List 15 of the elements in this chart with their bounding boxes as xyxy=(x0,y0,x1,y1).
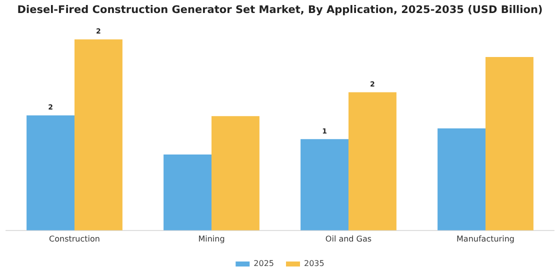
bar xyxy=(300,139,348,230)
legend-label: 2035 xyxy=(304,259,324,268)
bar xyxy=(26,115,74,230)
bar xyxy=(212,116,260,230)
bar xyxy=(486,57,534,230)
bar xyxy=(348,92,396,230)
bar xyxy=(438,128,486,230)
x-tick-label: Construction xyxy=(49,234,100,244)
bar xyxy=(164,154,212,230)
x-tick-label: Mining xyxy=(198,234,225,244)
legend-label: 2025 xyxy=(254,259,274,268)
bar xyxy=(74,39,122,230)
x-tick-label: Manufacturing xyxy=(456,234,514,244)
chart-title: Diesel-Fired Construction Generator Set Market, By Application, 2025-2035 (USD Billion) xyxy=(17,4,543,16)
x-tick-label: Oil and Gas xyxy=(325,234,372,244)
